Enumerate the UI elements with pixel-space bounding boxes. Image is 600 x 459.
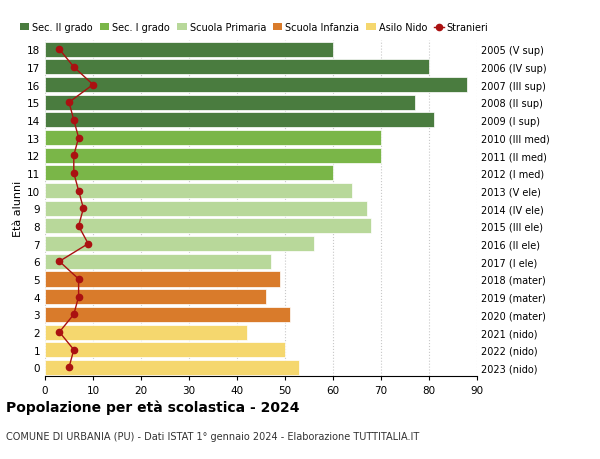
Bar — [45, 290, 266, 304]
Bar — [45, 166, 333, 181]
Bar — [45, 237, 314, 252]
Text: COMUNE DI URBANIA (PU) - Dati ISTAT 1° gennaio 2024 - Elaborazione TUTTITALIA.IT: COMUNE DI URBANIA (PU) - Dati ISTAT 1° g… — [6, 431, 419, 442]
Bar — [45, 60, 429, 75]
Legend: Sec. II grado, Sec. I grado, Scuola Primaria, Scuola Infanzia, Asilo Nido, Stran: Sec. II grado, Sec. I grado, Scuola Prim… — [20, 23, 488, 33]
Bar — [45, 43, 333, 58]
Text: Popolazione per età scolastica - 2024: Popolazione per età scolastica - 2024 — [6, 399, 299, 414]
Y-axis label: Età alunni: Età alunni — [13, 181, 23, 237]
Bar — [45, 254, 271, 269]
Bar — [45, 184, 352, 199]
Bar — [45, 95, 415, 111]
Bar — [45, 131, 381, 146]
Bar — [45, 307, 290, 322]
Bar — [45, 325, 247, 340]
Bar — [45, 219, 371, 234]
Bar — [45, 342, 285, 358]
Bar — [45, 113, 434, 128]
Bar — [45, 272, 280, 287]
Bar — [45, 360, 299, 375]
Bar — [45, 78, 467, 93]
Bar — [45, 202, 367, 216]
Bar — [45, 148, 381, 163]
